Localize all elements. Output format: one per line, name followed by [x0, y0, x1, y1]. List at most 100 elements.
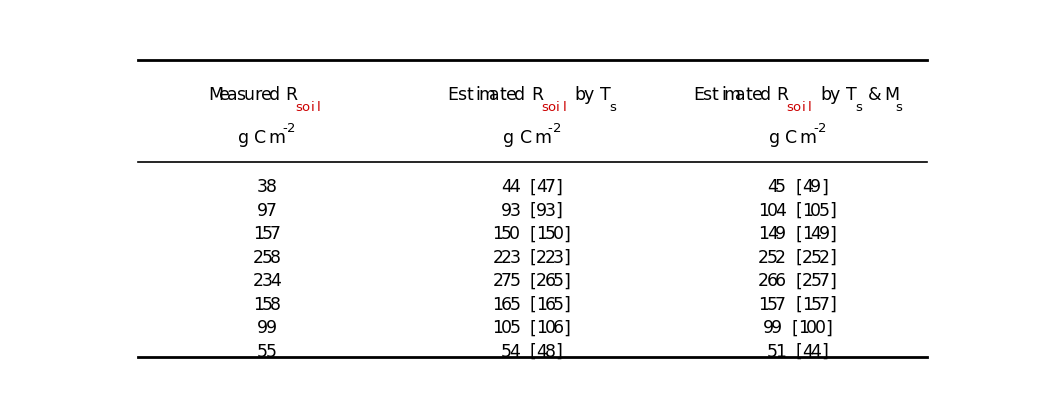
- Text: M: M: [884, 87, 899, 104]
- Text: ]: ]: [829, 202, 836, 220]
- Text: s: s: [541, 101, 548, 114]
- Text: i: i: [721, 87, 726, 104]
- Text: m: m: [723, 87, 741, 104]
- Text: 5: 5: [501, 343, 512, 361]
- Text: 1: 1: [492, 225, 504, 243]
- Text: 1: 1: [758, 225, 769, 243]
- Text: 8: 8: [270, 249, 281, 267]
- Text: s: s: [236, 87, 245, 104]
- Text: [: [: [530, 178, 537, 197]
- Text: 8: 8: [544, 343, 556, 361]
- Text: l: l: [317, 101, 321, 114]
- Text: 3: 3: [544, 202, 556, 220]
- Text: 9: 9: [810, 178, 822, 197]
- Text: 5: 5: [767, 249, 777, 267]
- Text: 3: 3: [509, 202, 521, 220]
- Text: 2: 2: [775, 249, 787, 267]
- Text: ]: ]: [821, 343, 828, 361]
- Text: 5: 5: [544, 225, 556, 243]
- Text: 1: 1: [536, 225, 548, 243]
- Text: i: i: [556, 101, 560, 114]
- Text: ]: ]: [563, 319, 570, 337]
- Text: o: o: [547, 101, 555, 114]
- Text: ]: ]: [563, 225, 570, 243]
- Text: 7: 7: [270, 225, 281, 243]
- Text: 5: 5: [819, 202, 830, 220]
- Text: o: o: [301, 101, 310, 114]
- Text: 5: 5: [810, 296, 822, 314]
- Text: M: M: [208, 87, 223, 104]
- Text: -: -: [282, 122, 287, 135]
- Text: R: R: [285, 87, 297, 104]
- Text: 5: 5: [553, 296, 564, 314]
- Text: 9: 9: [536, 202, 548, 220]
- Text: 5: 5: [261, 296, 272, 314]
- Text: [: [: [530, 296, 537, 314]
- Text: [: [: [796, 202, 802, 220]
- Text: 0: 0: [501, 319, 512, 337]
- Text: ]: ]: [825, 319, 832, 337]
- Text: 6: 6: [544, 296, 556, 314]
- Text: 4: 4: [536, 343, 548, 361]
- Text: 5: 5: [509, 272, 521, 290]
- Text: ]: ]: [821, 178, 828, 197]
- Text: 9: 9: [501, 202, 512, 220]
- Text: 1: 1: [802, 225, 812, 243]
- Text: ]: ]: [555, 202, 562, 220]
- Text: 7: 7: [819, 272, 830, 290]
- Text: 2: 2: [536, 249, 548, 267]
- Text: 5: 5: [810, 272, 822, 290]
- Text: ]: ]: [563, 272, 570, 290]
- Text: 2: 2: [492, 249, 504, 267]
- Text: ]: ]: [555, 343, 562, 361]
- Text: e: e: [752, 87, 763, 104]
- Text: -: -: [548, 122, 553, 135]
- Text: 5: 5: [810, 249, 822, 267]
- Text: 3: 3: [553, 249, 564, 267]
- Text: 5: 5: [261, 249, 272, 267]
- Text: E: E: [693, 87, 703, 104]
- Text: 5: 5: [775, 178, 787, 197]
- Text: 7: 7: [266, 202, 276, 220]
- Text: 0: 0: [509, 225, 521, 243]
- Text: 4: 4: [509, 343, 521, 361]
- Text: e: e: [506, 87, 517, 104]
- Text: 4: 4: [802, 343, 812, 361]
- Text: m: m: [534, 129, 551, 147]
- Text: 0: 0: [815, 319, 826, 337]
- Text: 1: 1: [802, 202, 812, 220]
- Text: C: C: [785, 129, 798, 147]
- Text: t: t: [745, 87, 752, 104]
- Text: 1: 1: [252, 296, 264, 314]
- Text: [: [: [530, 225, 537, 243]
- Text: 2: 2: [553, 122, 561, 135]
- Text: 9: 9: [257, 319, 268, 337]
- Text: 5: 5: [509, 319, 521, 337]
- Text: 4: 4: [509, 178, 521, 197]
- Text: 0: 0: [810, 202, 822, 220]
- Text: 7: 7: [544, 178, 556, 197]
- Text: [: [: [792, 319, 798, 337]
- Text: t: t: [712, 87, 719, 104]
- Text: e: e: [218, 87, 230, 104]
- Text: 2: 2: [802, 249, 812, 267]
- Text: [: [: [530, 249, 537, 267]
- Text: i: i: [311, 101, 314, 114]
- Text: C: C: [520, 129, 532, 147]
- Text: 4: 4: [270, 272, 281, 290]
- Text: T: T: [846, 87, 856, 104]
- Text: 3: 3: [261, 272, 272, 290]
- Text: 6: 6: [553, 319, 564, 337]
- Text: o: o: [793, 101, 801, 114]
- Text: a: a: [489, 87, 500, 104]
- Text: d: d: [269, 87, 279, 104]
- Text: 9: 9: [257, 202, 268, 220]
- Text: m: m: [478, 87, 495, 104]
- Text: r: r: [254, 87, 261, 104]
- Text: 1: 1: [536, 319, 548, 337]
- Text: 7: 7: [501, 272, 512, 290]
- Text: 2: 2: [758, 249, 769, 267]
- Text: 5: 5: [501, 225, 512, 243]
- Text: 5: 5: [767, 343, 777, 361]
- Text: E: E: [447, 87, 458, 104]
